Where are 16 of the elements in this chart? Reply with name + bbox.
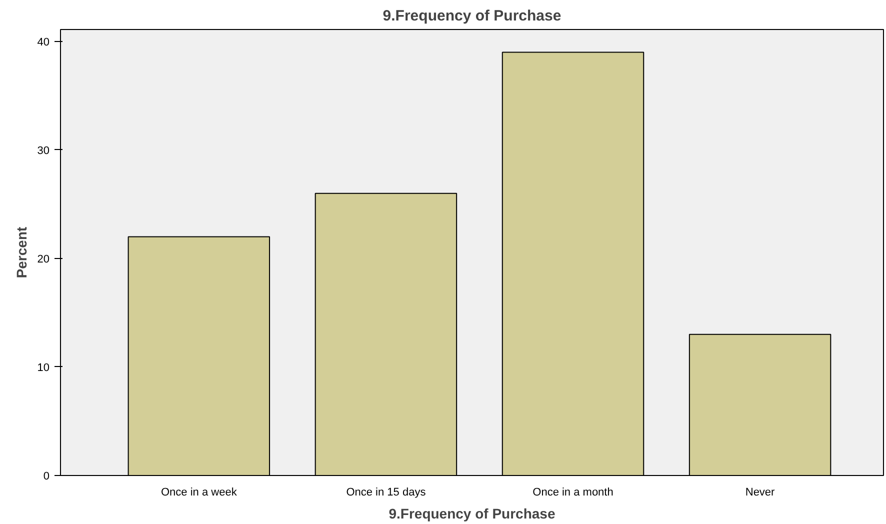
y-tick-label: 20	[37, 253, 50, 266]
bar	[502, 52, 644, 476]
x-tick-label: Once in 15 days	[346, 486, 426, 498]
x-tick-label: Once in a month	[532, 486, 614, 498]
y-tick-label: 40	[37, 36, 50, 48]
y-tick-label: 0	[43, 470, 50, 482]
bar	[128, 236, 270, 476]
y-tick-label: 30	[37, 144, 50, 157]
x-axis-title: 9.Frequency of Purchase	[388, 506, 556, 522]
y-axis-title: Percent	[13, 226, 30, 278]
bar	[314, 192, 458, 476]
x-tick-label: Once in a week	[161, 486, 238, 498]
chart-title: 9.Frequency of Purchase	[382, 8, 562, 24]
y-tick-label: 10	[37, 362, 50, 374]
x-tick-label: Never	[745, 486, 776, 498]
bar	[688, 334, 832, 476]
